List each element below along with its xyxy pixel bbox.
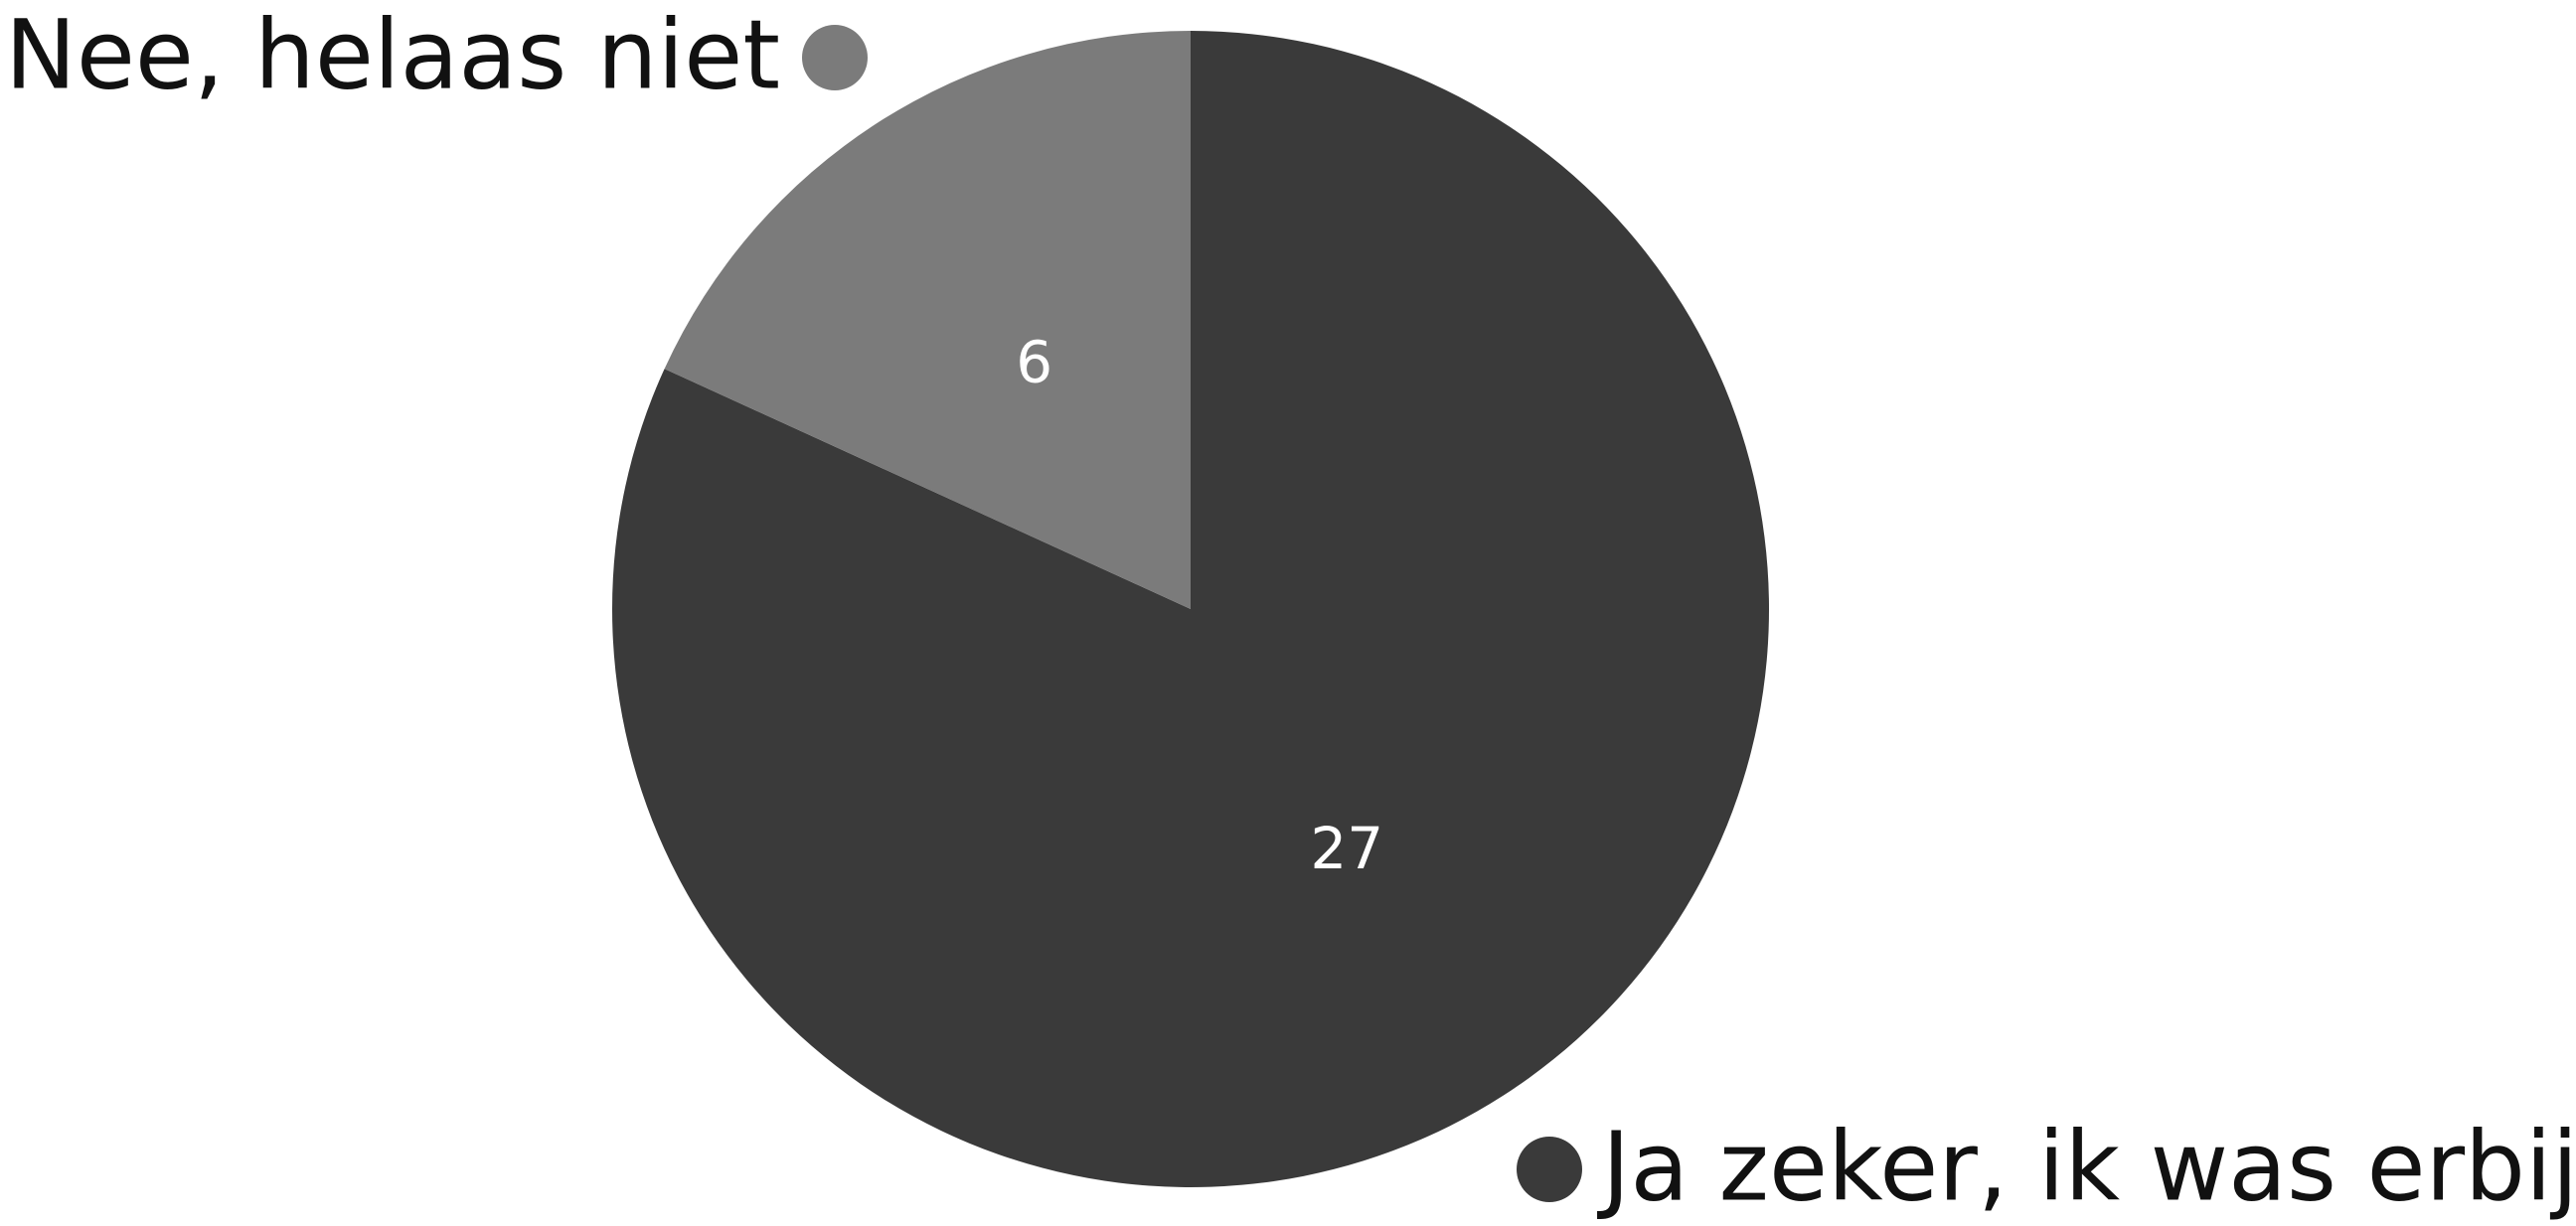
legend-marker	[1517, 1137, 1582, 1202]
pie-slice	[664, 31, 1191, 609]
data-label: 27	[1310, 815, 1383, 882]
legend-label: Nee, helaas niet	[5, 0, 780, 110]
data-label: 6	[1016, 328, 1052, 395]
legend-marker	[802, 25, 868, 90]
legend-label: Ja zeker, ik was erbij!	[1597, 1111, 2576, 1222]
